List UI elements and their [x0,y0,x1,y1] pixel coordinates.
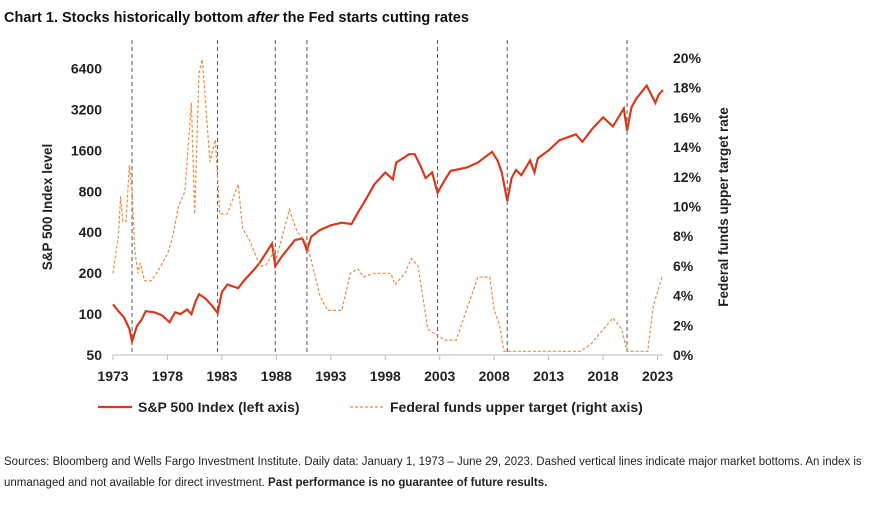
y-right-tick-label: 6% [673,258,694,274]
x-tick-label: 2003 [424,368,455,384]
source-note: Sources: Bloomberg and Wells Fargo Inves… [4,452,864,494]
title-text: Chart 1. Stocks historically bottom [4,10,248,26]
chart-title: Chart 1. Stocks historically bottom afte… [4,10,469,26]
y-left-tick-label: 200 [79,265,103,281]
title-text-end: the Fed starts cutting rates [278,10,469,26]
y-right-tick-label: 14% [673,139,702,155]
source-text: Sources: Bloomberg and Wells Fargo Inves… [4,456,862,489]
fed-funds-line [112,59,663,352]
x-tick-label: 2023 [642,368,673,384]
legend-label-fed-funds: Federal funds upper target (right axis) [390,399,643,415]
x-tick-label: 2013 [533,368,564,384]
y-right-axis-label: Federal funds upper target rate [716,107,731,307]
y-right-tick-label: 20% [673,50,702,66]
y-left-tick-label: 3200 [71,101,102,117]
x-tick-label: 1998 [370,368,401,384]
y-right-tick-label: 2% [673,317,694,333]
sp500-line [112,83,664,346]
y-left-tick-label: 100 [79,306,103,322]
y-right-tick-label: 16% [673,109,702,125]
legend-label-sp500: S&P 500 Index (left axis) [138,399,300,415]
x-tick-label: 2008 [479,368,510,384]
y-right-tick-label: 10% [673,199,702,215]
y-right-tick-label: 18% [673,80,702,96]
x-tick-label: 2018 [588,368,619,384]
disclaimer-text: Past performance is no guarantee of futu… [268,477,548,489]
y-right-tick-label: 0% [673,347,694,363]
x-tick-label: 1993 [315,368,346,384]
y-left-tick-label: 1600 [71,142,102,158]
x-tick-label: 1983 [206,368,237,384]
y-right-tick-label: 4% [673,288,694,304]
y-right-tick-label: 8% [673,228,694,244]
x-tick-label: 1978 [152,368,183,384]
y-left-tick-label: 400 [79,224,103,240]
y-left-tick-label: 800 [79,183,103,199]
x-tick-label: 1973 [97,368,128,384]
chart-svg: 1973 1978 1983 1988 1993 1998 2003 2008 2013 2018… [40,40,731,415]
title-emphasis: after [247,10,279,26]
y-right-tick-label: 12% [673,169,702,185]
x-tick-label: 1988 [261,368,292,384]
y-left-axis-label: S&P 500 Index level [40,144,55,271]
y-left-tick-label: 6400 [71,61,102,77]
y-left-tick-label: 50 [86,347,102,363]
